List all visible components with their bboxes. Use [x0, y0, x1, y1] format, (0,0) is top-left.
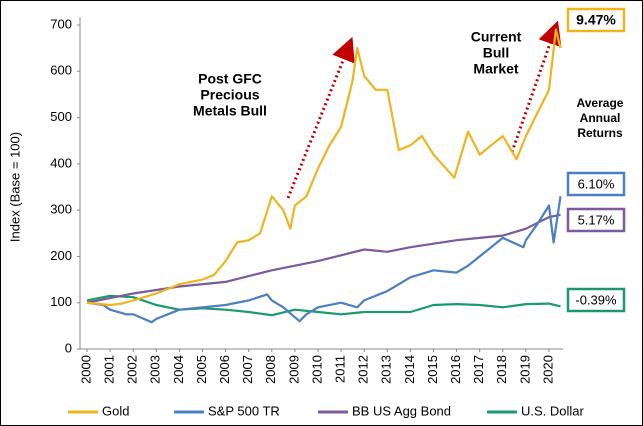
y-tick-label: 100 — [50, 294, 72, 309]
y-axis-label: Index (Base = 100) — [7, 132, 22, 242]
x-tick-label: 2007 — [240, 355, 255, 384]
x-tick-label: 2016 — [448, 355, 463, 384]
y-tick-label: 600 — [50, 63, 72, 78]
x-tick-label: 2020 — [540, 355, 555, 384]
y-tick-label: 300 — [50, 202, 72, 217]
x-tick-label: 2006 — [217, 355, 232, 384]
legend-label: S&P 500 TR — [208, 403, 280, 418]
y-tick-label: 700 — [50, 16, 72, 31]
return-box — [566, 171, 626, 197]
annotation: Metals Bull — [193, 103, 267, 119]
x-tick-label: 2008 — [263, 355, 278, 384]
returns-title: Annual — [580, 111, 621, 125]
x-tick-label: 2019 — [517, 355, 532, 384]
x-tick-label: 2017 — [471, 355, 486, 384]
x-tick-label: 2011 — [333, 355, 348, 383]
series-line — [86, 213, 561, 304]
x-tick-label: 2009 — [286, 355, 301, 384]
x-tick-label: 2012 — [356, 355, 371, 384]
return-label: 9.47% — [576, 12, 616, 28]
x-tick-label: 2001 — [102, 355, 117, 384]
return-box — [566, 207, 626, 233]
returns-title: Average — [577, 96, 624, 110]
annotation: Precious — [200, 87, 259, 103]
x-tick-label: 2015 — [425, 355, 440, 384]
legend-label: U.S. Dollar — [521, 403, 585, 418]
x-tick-label: 2010 — [309, 355, 324, 384]
annotation: Current — [471, 29, 522, 45]
return-box — [566, 287, 626, 313]
series-line — [86, 294, 561, 317]
y-tick-label: 500 — [50, 109, 72, 124]
returns-title: Returns — [577, 126, 623, 140]
y-tick-label: 0 — [65, 340, 72, 355]
x-tick-label: 2013 — [379, 355, 394, 384]
return-label: 5.17% — [578, 212, 615, 227]
x-tick-label: 2004 — [171, 355, 186, 384]
arrow — [286, 36, 355, 199]
annotation: Bull — [483, 45, 509, 61]
legend-label: BB US Agg Bond — [352, 403, 451, 418]
return-label: -0.39% — [575, 292, 617, 307]
x-tick-label: 2005 — [194, 355, 209, 384]
return-label: 6.10% — [578, 176, 615, 191]
series-line — [86, 196, 562, 324]
annotation: Market — [473, 61, 518, 77]
annotation: Post GFC — [198, 71, 262, 87]
x-tick-label: 2003 — [148, 355, 163, 384]
y-tick-label: 200 — [50, 248, 72, 263]
legend-label: Gold — [102, 403, 129, 418]
x-tick-label: 2002 — [125, 355, 140, 384]
return-box — [566, 7, 626, 33]
x-tick-label: 2018 — [494, 355, 509, 384]
y-tick-label: 400 — [50, 155, 72, 170]
x-tick-label: 2014 — [402, 355, 417, 384]
arrow — [510, 20, 562, 153]
x-tick-label: 2000 — [78, 355, 93, 384]
series-line — [86, 28, 562, 307]
